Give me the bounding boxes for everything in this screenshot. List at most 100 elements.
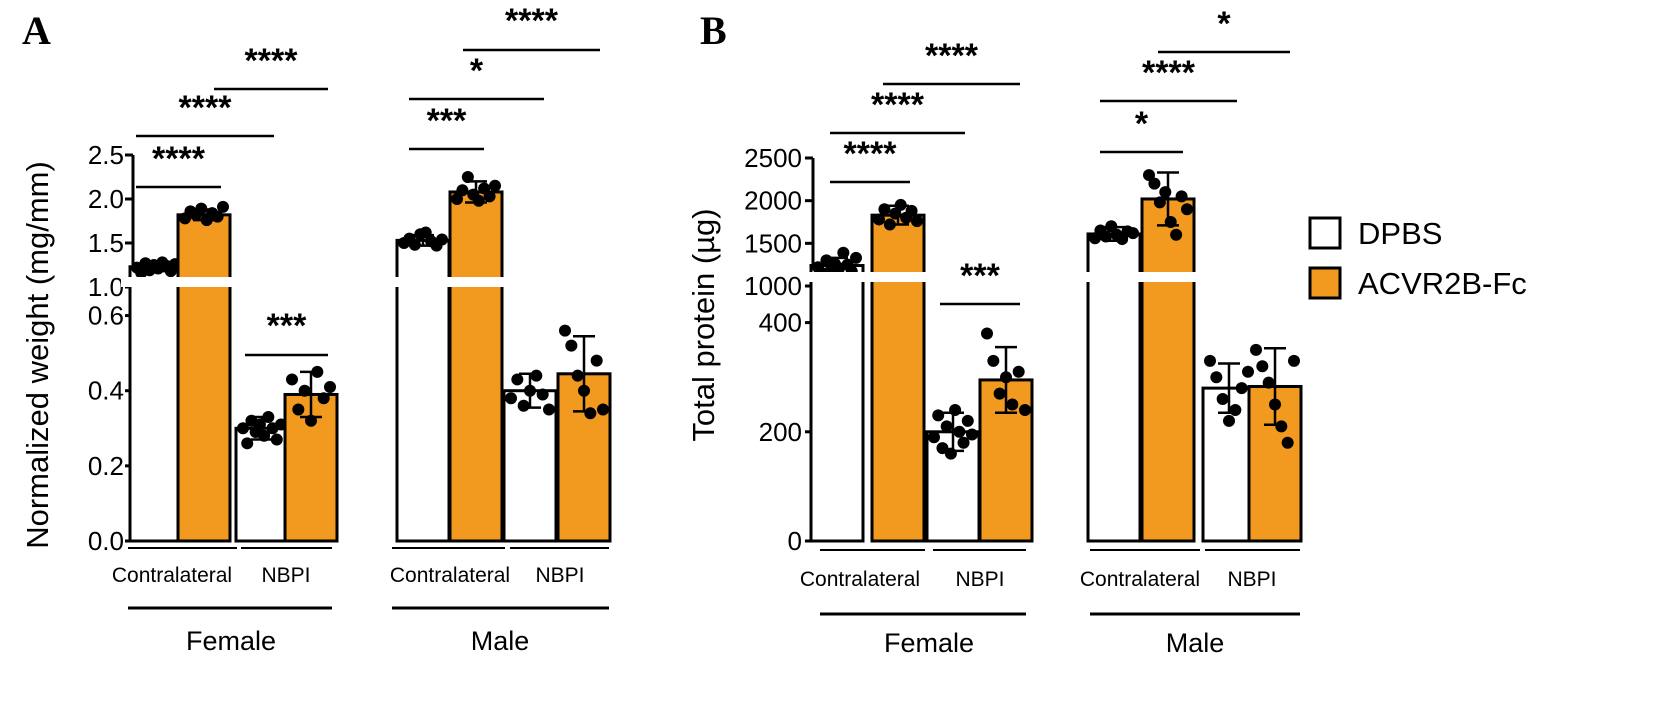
panel-b-significance-label: **** — [925, 37, 979, 75]
panel-a-data-point — [571, 369, 584, 382]
panel-b-data-point — [987, 354, 1000, 367]
panel-b-data-point — [878, 203, 891, 216]
panel-a-data-point — [451, 193, 463, 205]
legend: DPBS ACVR2B-Fc — [1308, 216, 1527, 301]
panel-b-y-tick-label: 1500 — [744, 228, 802, 258]
panel-a-data-point — [578, 384, 590, 397]
panel-b-data-point — [957, 436, 970, 449]
panel-b-data-point — [993, 387, 1006, 400]
panel-b-y-tick-label: 1000 — [744, 271, 802, 301]
panel-a-category-label: Contralateral — [112, 564, 232, 587]
panel-a-category-label: NBPI — [261, 564, 310, 587]
panel-a-data-point — [590, 354, 603, 367]
panel-a-data-point — [298, 384, 311, 397]
panel-a-data-point — [211, 210, 224, 223]
panel-b-data-point — [1148, 177, 1161, 190]
panel-a-data-point — [524, 384, 536, 397]
panel-b-data-point — [1210, 371, 1223, 384]
panel-a-data-point — [461, 171, 474, 183]
panel-b-data-point — [837, 246, 850, 259]
legend-swatch-dpbs — [1308, 216, 1342, 250]
panel-a-data-point — [253, 418, 266, 431]
panel-b-data-point — [1242, 365, 1254, 378]
panel-b-data-point — [1223, 414, 1235, 427]
panel-a-data-point — [565, 339, 578, 352]
panel-a-significance-label: *** — [427, 102, 467, 140]
panel-b-data-point — [1275, 420, 1288, 433]
panel-a-data-point — [311, 365, 324, 378]
panel-a-y-tick-label: 2.5 — [88, 140, 124, 170]
panel-b-data-point — [1159, 186, 1172, 199]
panel-a-data-point — [536, 388, 549, 401]
panel-b-y-tick-label: 200 — [759, 417, 802, 447]
panel-a-data-point — [408, 238, 421, 251]
panel-b-data-point — [1127, 227, 1139, 240]
panel-a-significance-label: **** — [152, 140, 206, 178]
panel-b-data-point — [850, 251, 862, 264]
panel-b-data-point — [894, 198, 907, 211]
panel-a-data-point — [419, 226, 432, 239]
panel-b-group-label: Female — [884, 628, 974, 658]
panel-a-data-point — [543, 403, 555, 416]
panel-b-data-point — [944, 447, 957, 460]
panel-b-data-point — [961, 414, 974, 427]
panel-b-significance-label: **** — [844, 135, 898, 173]
panel-b-data-point — [889, 207, 902, 220]
panel-b-letter: B — [700, 8, 727, 53]
panel-b-data-point — [1105, 220, 1118, 233]
panel-a-bar — [176, 213, 232, 543]
panel-b-data-point — [1164, 216, 1177, 228]
panel-a-data-point — [195, 202, 208, 215]
panel-a-data-point — [597, 403, 609, 416]
panel-a-group-label: Female — [186, 626, 276, 656]
panel-a-y-tick-label: 1.5 — [88, 228, 124, 258]
panel-a-chart: 0.00.20.40.61.01.52.02.5 ****************… — [88, 2, 622, 656]
panel-b-significance-label: * — [1135, 105, 1149, 143]
panel-a-y-tick-label: 2.0 — [88, 184, 124, 214]
panel-a-data-point — [505, 392, 517, 405]
panel-b-data-point — [1204, 354, 1216, 367]
panel-a-data-point — [241, 437, 254, 450]
panel-b-category-label: Contralateral — [800, 568, 920, 591]
panel-a-significance-label: **** — [505, 2, 559, 40]
panel-a-data-point — [517, 399, 530, 412]
panel-b-data-point — [1000, 371, 1012, 384]
panel-b-category-label: NBPI — [1227, 568, 1276, 591]
panel-b-bar — [870, 213, 926, 543]
panel-b-data-point — [873, 213, 885, 226]
panel-b-y-tick-label: 2000 — [744, 186, 802, 216]
panel-a-data-point — [292, 403, 305, 416]
panel-a-data-point — [559, 324, 571, 337]
panel-b-data-point — [981, 327, 993, 340]
panel-b-data-point — [1262, 376, 1275, 389]
panel-a-data-point — [511, 373, 524, 386]
panel-a-data-point — [324, 380, 336, 393]
panel-b-y-tick-label: 0 — [788, 526, 802, 556]
panel-a-group-label: Male — [471, 626, 530, 656]
panel-b-data-point — [1269, 398, 1281, 411]
panel-b-data-point — [883, 218, 896, 231]
panel-a-data-point — [530, 369, 543, 382]
legend-swatch-acvr2b-fc — [1308, 266, 1342, 300]
panel-b-data-point — [1175, 190, 1188, 203]
legend-label-acvr2b-fc: ACVR2B-Fc — [1358, 266, 1527, 301]
panel-b-data-point — [1006, 398, 1019, 411]
panel-b-data-point — [928, 431, 940, 444]
panel-a-category-label: Contralateral — [390, 564, 510, 587]
panel-a-data-point — [270, 433, 283, 446]
panel-b-significance-label: **** — [871, 86, 925, 124]
panel-b-data-point — [949, 403, 962, 416]
panel-a-data-point — [489, 179, 501, 192]
panel-a-bar — [128, 265, 184, 543]
panel-a-y-tick-label: 0.2 — [88, 451, 124, 481]
panel-b-data-point — [1288, 354, 1300, 367]
panel-a-data-point — [237, 422, 249, 435]
panel-a-data-point — [258, 429, 271, 442]
panel-b-data-point — [1281, 436, 1294, 449]
legend-label-dpbs: DPBS — [1358, 216, 1442, 251]
panel-a-significance-label: **** — [245, 42, 299, 80]
panel-a-y-tick-label: 0.0 — [88, 526, 124, 556]
panel-a-axis-break — [121, 277, 622, 287]
